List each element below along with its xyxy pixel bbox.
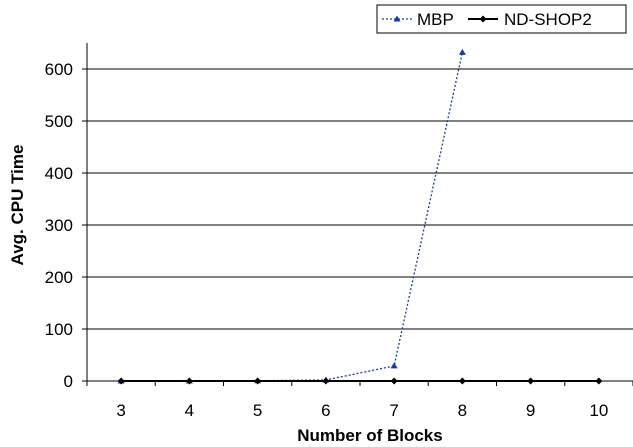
y-tick-label: 100 <box>45 320 73 339</box>
y-tick-label: 0 <box>64 372 73 391</box>
data-point-nd-shop2 <box>390 377 398 385</box>
data-point-nd-shop2 <box>254 377 262 385</box>
series-nd-shop2 <box>117 377 603 385</box>
x-tick-label: 6 <box>321 401 330 420</box>
data-point-nd-shop2 <box>527 377 535 385</box>
x-tick-labels: 3 4 5 6 7 8 9 10 <box>86 381 633 420</box>
x-tick-label: 5 <box>253 401 262 420</box>
y-tick-label: 400 <box>45 164 73 183</box>
series-layer <box>117 48 603 385</box>
x-tick-label: 9 <box>526 401 535 420</box>
y-tick-label: 600 <box>45 60 73 79</box>
legend: MBP ND-SHOP2 <box>376 4 627 34</box>
legend-mbp-label: MBP <box>417 10 454 29</box>
x-tick-label: 10 <box>589 401 608 420</box>
x-tick-label: 7 <box>389 401 398 420</box>
x-tick-label: 3 <box>116 401 125 420</box>
series-line-mbp <box>121 52 464 382</box>
legend-box <box>376 4 627 34</box>
grid-lines <box>87 68 633 330</box>
data-point-nd-shop2 <box>595 377 603 385</box>
x-tick-label: 4 <box>185 401 194 420</box>
legend-ndshop2-marker <box>479 15 487 23</box>
series-mbp <box>117 48 466 384</box>
y-tick-label: 500 <box>45 112 73 131</box>
x-tick-label: 8 <box>458 401 467 420</box>
data-point-mbp <box>390 362 398 369</box>
y-tick-label: 300 <box>45 216 73 235</box>
y-tick-labels: 0 100 200 300 400 500 600 <box>45 60 87 391</box>
x-axis-title: Number of Blocks <box>297 426 442 445</box>
data-point-nd-shop2 <box>458 377 466 385</box>
y-tick-label: 200 <box>45 268 73 287</box>
legend-mbp-marker <box>393 15 401 22</box>
data-point-nd-shop2 <box>185 377 193 385</box>
data-point-nd-shop2 <box>322 377 330 385</box>
data-point-nd-shop2 <box>117 377 125 385</box>
legend-ndshop2-label: ND-SHOP2 <box>504 10 592 29</box>
data-point-mbp <box>458 48 466 55</box>
y-axis-title: Avg. CPU Time <box>8 145 27 266</box>
